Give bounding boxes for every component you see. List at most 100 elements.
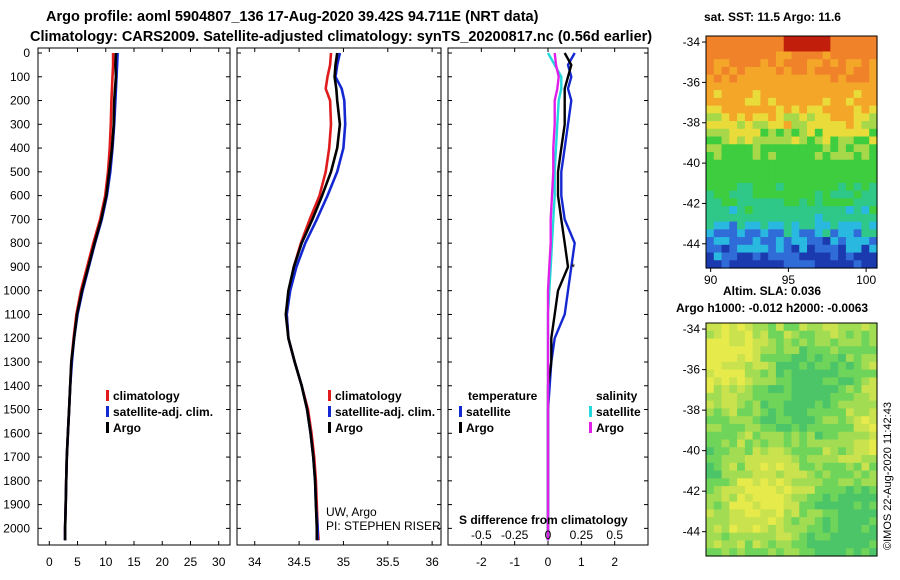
map-cell: [838, 113, 847, 122]
map-cell: [737, 121, 746, 130]
map-cell: [838, 400, 847, 410]
map-cell: [783, 229, 793, 238]
map-cell: [737, 423, 746, 433]
map-cell: [822, 229, 831, 238]
map-cell: [744, 400, 754, 410]
map-cell: [853, 416, 863, 425]
map-cell: [752, 36, 762, 45]
map-cell: [830, 400, 839, 410]
map-cell: [737, 501, 746, 510]
map-cell: [783, 74, 793, 83]
map-cell: [706, 462, 715, 472]
map-cell: [768, 105, 777, 114]
map-cell: [845, 113, 855, 122]
map-cell: [838, 221, 847, 230]
map-cell: [721, 113, 730, 122]
map-cell: [869, 190, 878, 199]
map-cell: [706, 74, 715, 83]
salinity-legend: climatology satellite-adj. clim. Argo UW…: [326, 389, 441, 533]
map-cell: [830, 82, 839, 91]
map-cell: [799, 206, 808, 215]
map-cell: [845, 501, 855, 510]
map-cell: [814, 136, 824, 145]
map-cell: [706, 524, 715, 534]
map-cell: [713, 439, 723, 448]
map-cell: [807, 221, 816, 230]
map-cell: [775, 377, 785, 386]
map-cell: [838, 128, 847, 138]
map-cell: [791, 206, 800, 215]
map-cell: [737, 369, 746, 378]
map-cell: [737, 159, 746, 169]
map-cell: [799, 462, 808, 472]
map-cell: [869, 517, 878, 526]
map-y-tick-label: -36: [683, 75, 701, 89]
map-cell: [869, 51, 878, 60]
map-cell: [729, 82, 738, 91]
map-cell: [721, 229, 730, 238]
map-cell: [822, 423, 831, 433]
map-cell: [768, 128, 777, 138]
map-cell: [775, 400, 785, 410]
map-cell: [713, 532, 723, 542]
map-cell: [814, 105, 824, 114]
map-cell: [791, 136, 800, 145]
map-cell: [721, 221, 730, 230]
map-cell: [752, 175, 762, 184]
map-cell: [838, 144, 847, 153]
title-line-1: Argo profile: aoml 5904807_136 17-Aug-20…: [46, 9, 539, 25]
map-cell: [869, 167, 878, 176]
map-cell: [752, 221, 762, 230]
map-cell: [752, 43, 762, 53]
map-cell: [807, 354, 816, 363]
map-cell: [869, 524, 878, 534]
map-cell: [814, 400, 824, 410]
map-cell: [822, 338, 831, 347]
map-cell: [760, 260, 769, 269]
map-cell: [752, 128, 762, 138]
map-cell: [744, 524, 754, 534]
map-cell: [853, 338, 863, 347]
map-cell: [783, 82, 793, 91]
map-cell: [768, 51, 777, 60]
map-cell: [729, 90, 738, 99]
sst-map-title: sat. SST: 11.5 Argo: 11.6: [704, 10, 841, 24]
map-cell: [706, 182, 715, 192]
map-cell: [744, 152, 754, 161]
map-cell: [783, 59, 793, 68]
map-cell: [814, 493, 824, 503]
map-cell: [807, 159, 816, 169]
map-cell: [721, 377, 730, 386]
difference-top-tick-label: 0: [545, 528, 552, 542]
map-cell: [861, 198, 870, 207]
map-cell: [791, 493, 800, 503]
map-cell: [845, 423, 855, 433]
map-cell: [783, 252, 793, 261]
map-cell: [814, 431, 824, 441]
map-cell: [729, 455, 738, 464]
map-cell: [853, 82, 863, 91]
map-cell: [822, 159, 831, 169]
map-cell: [799, 175, 808, 184]
map-cell: [830, 244, 839, 254]
map-cell: [752, 74, 762, 83]
map-cell: [721, 540, 730, 549]
map-cell: [799, 167, 808, 176]
map-cell: [752, 159, 762, 169]
map-cell: [845, 486, 855, 495]
map-cell: [845, 144, 855, 153]
map-cell: [814, 517, 824, 526]
map-cell: [737, 532, 746, 542]
map-cell: [869, 252, 878, 261]
map-cell: [783, 244, 793, 254]
map-cell: [729, 252, 738, 261]
depth-tick-label: 400: [10, 141, 30, 155]
map-cell: [869, 229, 878, 238]
map-cell: [853, 478, 863, 487]
pi-annotation-2: PI: STEPHEN RISER: [326, 519, 441, 533]
map-cell: [822, 392, 831, 402]
map-cell: [814, 182, 824, 192]
map-cell: [768, 260, 777, 269]
map-cell: [861, 90, 870, 99]
map-cell: [713, 509, 723, 518]
